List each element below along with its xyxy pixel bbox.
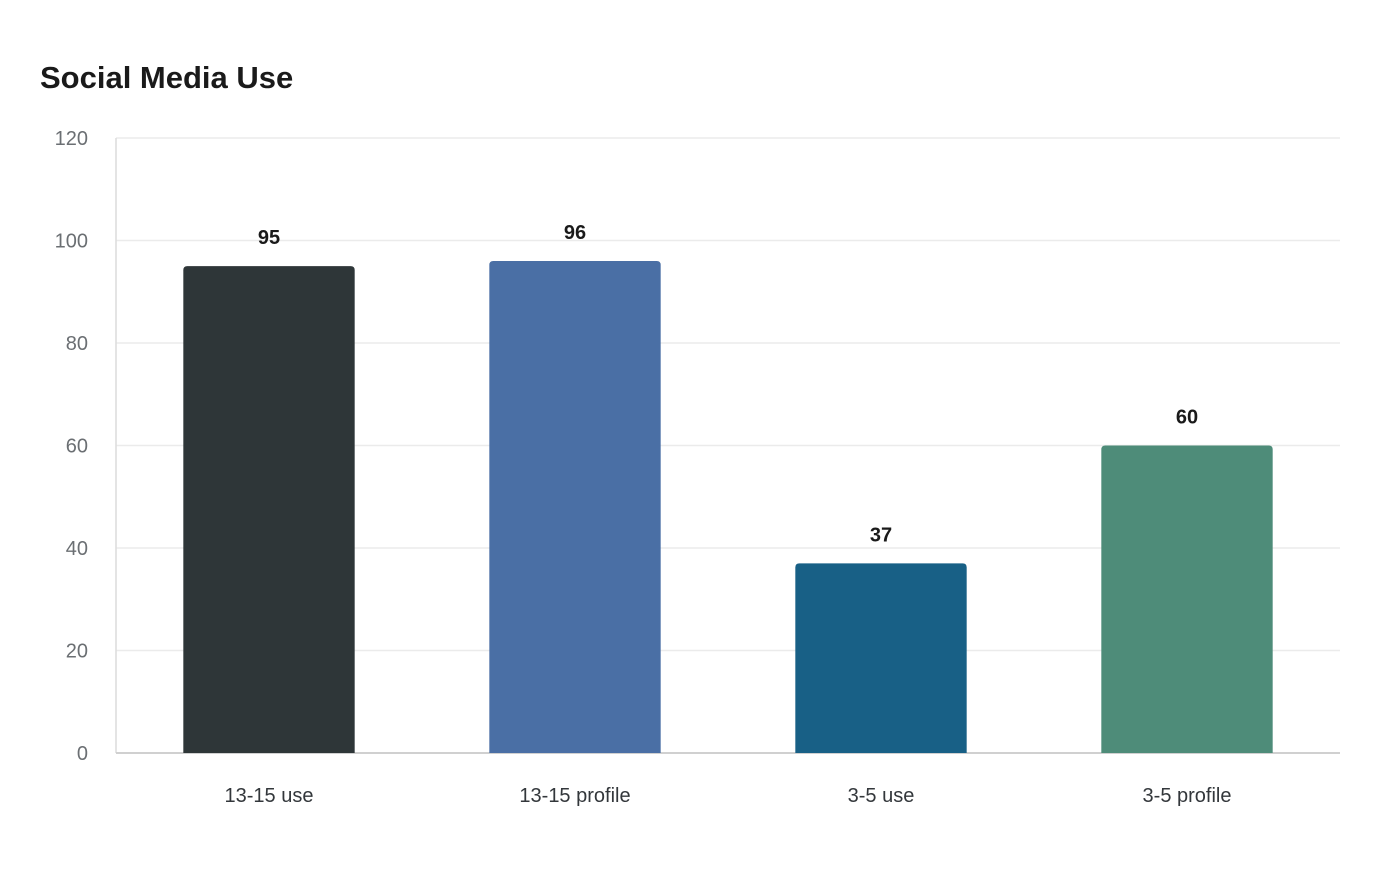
x-category-label: 13-15 use xyxy=(225,785,314,807)
y-tick-label: 100 xyxy=(55,231,88,253)
x-category-label: 3-5 profile xyxy=(1143,785,1232,807)
data-label: 95 xyxy=(258,227,280,249)
data-label: 60 xyxy=(1176,407,1198,429)
bar xyxy=(183,266,355,753)
bar xyxy=(489,261,661,753)
bars xyxy=(183,261,1273,753)
labels: 0 20 40 60 80 100 120 95 13-15 use 96 13-15 profil… xyxy=(55,128,1232,807)
data-label: 37 xyxy=(870,524,892,546)
y-tick-label: 120 xyxy=(55,128,88,150)
y-tick-label: 60 xyxy=(66,436,88,458)
x-category-label: 3-5 use xyxy=(848,785,915,807)
y-tick-label: 80 xyxy=(66,333,88,355)
y-tick-label: 20 xyxy=(66,641,88,663)
data-label: 96 xyxy=(564,222,586,244)
y-tick-label: 0 xyxy=(77,743,88,765)
bar xyxy=(795,563,967,753)
y-tick-label: 40 xyxy=(66,538,88,560)
x-category-label: 13-15 profile xyxy=(519,785,630,807)
bar xyxy=(1101,445,1273,753)
chart-title: Social Media Use xyxy=(40,60,294,95)
